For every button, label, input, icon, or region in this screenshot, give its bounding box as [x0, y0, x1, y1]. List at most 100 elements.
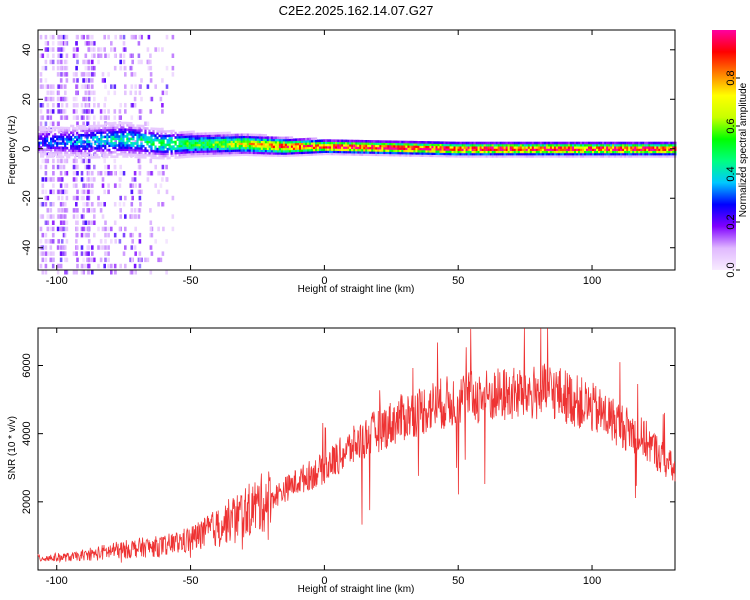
spectrogram-cell [485, 152, 488, 156]
spectrogram-cell [64, 146, 67, 150]
spectrogram-cell [44, 65, 48, 71]
spectrogram-cell [130, 142, 133, 145]
spectrogram-cell [666, 143, 669, 147]
spectrogram-cell [337, 146, 340, 149]
spectrogram-cell [142, 153, 145, 157]
spectrogram-cell [507, 150, 510, 154]
spectrogram-cell [248, 135, 251, 139]
spectrogram-cell [60, 239, 64, 244]
spectrogram-cell [445, 143, 448, 147]
spectrogram-cell [469, 155, 472, 158]
spectrogram-cell [220, 154, 223, 157]
spectrogram-cell [50, 146, 53, 149]
spectrogram-cell [662, 141, 665, 145]
spectrogram-cell [608, 155, 611, 158]
spectrogram-cell [347, 139, 350, 143]
spectrogram-cell [660, 150, 663, 154]
spectrogram-cell [137, 41, 141, 46]
spectrogram-cell [317, 139, 320, 143]
spectrogram-cell [479, 150, 482, 154]
spectrogram-cell [397, 142, 400, 146]
spectrogram-cell [272, 143, 276, 146]
spectrogram-cell [198, 134, 201, 138]
spectrogram-cell [66, 153, 69, 157]
spectrogram-cell [226, 151, 229, 155]
spectrogram-cell [612, 150, 615, 154]
spectrogram-cell [208, 143, 211, 146]
spectrogram-cell [602, 152, 605, 156]
spectrogram-cell [76, 164, 79, 170]
spectrogram-cell [652, 146, 655, 149]
spectrogram-cell [652, 143, 655, 147]
spectrogram-cell [41, 189, 45, 195]
spectrogram-cell [266, 154, 269, 157]
spectrogram-cell [443, 154, 446, 158]
spectrogram-cell [337, 150, 340, 154]
spectrogram-cell [539, 148, 542, 151]
spectrogram-cell [138, 263, 142, 269]
spectrogram-cell [636, 150, 639, 154]
spectrogram-cell [250, 140, 253, 143]
spectrogram-cell [86, 257, 89, 263]
spectrogram-cell [158, 141, 161, 144]
spectrogram-cell [576, 146, 579, 149]
spectrogram-cell [78, 151, 81, 155]
spectrogram-cell [161, 78, 164, 83]
spectrogram-cell [164, 137, 167, 140]
spectrogram-cell [156, 136, 159, 140]
spectrogram-cell [612, 146, 615, 149]
spectrogram-cell [503, 152, 506, 156]
spectrogram-cell [110, 47, 113, 52]
spectrogram-cell [78, 127, 81, 130]
spectrogram-cell [441, 154, 444, 158]
spectrogram-cell [146, 149, 149, 153]
spectrogram-cell [561, 148, 565, 151]
spectrogram-cell [280, 152, 284, 155]
spectrogram-cell [636, 146, 639, 149]
spectrogram-cell [184, 146, 187, 150]
spectrogram-cell [171, 152, 175, 157]
spectrogram-cell [59, 263, 63, 269]
spectrogram-cell [511, 146, 514, 149]
spectrogram-cell [172, 134, 175, 137]
spectrogram-cell [230, 144, 233, 148]
spectrogram-cell [477, 152, 480, 156]
spectrogram-cell [242, 142, 245, 145]
spectrogram-cell [377, 153, 380, 157]
spectrogram-cell [242, 149, 245, 152]
spectrogram-cell [164, 132, 167, 136]
spectrogram-cell [419, 141, 422, 144]
spectrogram-cell [99, 171, 103, 176]
spectrogram-cell [301, 153, 304, 157]
spectrogram-cell [178, 135, 181, 139]
spectrogram-cell [549, 141, 553, 145]
spectrogram-cell [644, 143, 647, 147]
spectrogram-cell [110, 171, 113, 176]
spectrogram-cell [42, 132, 45, 136]
spectrogram-cell [670, 150, 673, 154]
spectrogram-cell [379, 140, 382, 143]
spectrogram-cell [264, 147, 267, 150]
spectrogram-cell [97, 245, 100, 250]
spectrogram-cell [65, 208, 69, 213]
spectrogram-cell [672, 143, 675, 147]
spectrogram-cell [124, 155, 127, 158]
spectrogram-cell [467, 152, 470, 156]
spectrogram-cell [76, 257, 79, 263]
spectrogram-cell [373, 151, 376, 154]
spectrogram-cell [198, 148, 201, 151]
spectrogram-cell [517, 150, 520, 154]
spectrogram-cell [40, 132, 43, 136]
spectrogram-cell [42, 141, 45, 145]
spectrogram-cell [236, 144, 239, 148]
spectrogram-cell [433, 147, 436, 151]
spectrogram-cell [574, 148, 577, 151]
spectrogram-cell [547, 141, 551, 145]
spectrogram-cell [457, 150, 460, 154]
spectrogram-cell [103, 158, 106, 164]
spectrogram-cell [103, 34, 106, 40]
spectrogram-cell [405, 154, 408, 157]
spectrogram-cell [190, 137, 193, 140]
spectrogram-cell [240, 133, 243, 137]
spectrogram-cell [301, 140, 304, 143]
